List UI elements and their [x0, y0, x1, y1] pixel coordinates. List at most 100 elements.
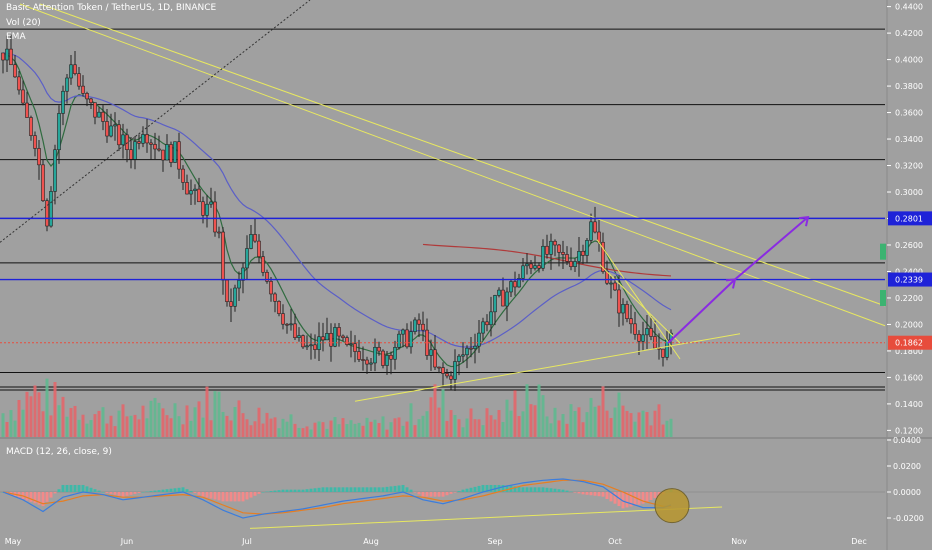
- candle-body[interactable]: [353, 343, 357, 352]
- candle-body[interactable]: [493, 295, 497, 313]
- candle-body[interactable]: [313, 344, 317, 350]
- candle-body[interactable]: [469, 347, 473, 350]
- candle-body[interactable]: [461, 354, 465, 357]
- candle-body[interactable]: [409, 331, 413, 348]
- candle-body[interactable]: [197, 188, 201, 203]
- candle-body[interactable]: [569, 261, 573, 267]
- candle-body[interactable]: [341, 335, 345, 338]
- candle-body[interactable]: [277, 301, 281, 314]
- candle-body[interactable]: [545, 245, 549, 255]
- candle-body[interactable]: [593, 221, 597, 233]
- candle-body[interactable]: [5, 48, 9, 61]
- alert-marker[interactable]: [880, 290, 886, 307]
- candle-body[interactable]: [137, 141, 141, 144]
- candle-body[interactable]: [209, 201, 213, 205]
- candle-body[interactable]: [257, 240, 261, 257]
- candle-body[interactable]: [437, 366, 441, 369]
- candle-body[interactable]: [365, 359, 369, 365]
- candle-body[interactable]: [149, 142, 153, 145]
- candle-body[interactable]: [481, 321, 485, 334]
- candle-body[interactable]: [17, 76, 21, 91]
- candle-body[interactable]: [237, 280, 241, 289]
- candle-body[interactable]: [113, 124, 117, 127]
- candle-body[interactable]: [525, 263, 529, 267]
- candle-body[interactable]: [1, 52, 5, 61]
- candle-body[interactable]: [241, 267, 245, 281]
- candle-body[interactable]: [221, 231, 225, 281]
- candle-body[interactable]: [633, 323, 637, 335]
- candle-body[interactable]: [173, 141, 177, 163]
- candle-body[interactable]: [349, 343, 353, 345]
- candle-body[interactable]: [25, 102, 29, 118]
- candle-body[interactable]: [181, 168, 185, 183]
- candle-body[interactable]: [129, 149, 133, 160]
- candle-body[interactable]: [609, 282, 613, 285]
- candle-body[interactable]: [185, 182, 189, 195]
- macd-indicator-label[interactable]: MACD (12, 26, close, 9): [6, 447, 112, 457]
- candle-body[interactable]: [529, 263, 533, 269]
- candle-body[interactable]: [297, 335, 301, 338]
- candle-body[interactable]: [417, 319, 421, 325]
- candle-body[interactable]: [445, 373, 449, 377]
- candle-body[interactable]: [125, 134, 129, 150]
- candle-body[interactable]: [393, 347, 397, 360]
- candle-body[interactable]: [105, 121, 109, 137]
- candle-body[interactable]: [177, 141, 181, 170]
- candle-body[interactable]: [205, 203, 209, 216]
- candle-body[interactable]: [229, 301, 233, 307]
- candle-body[interactable]: [81, 85, 85, 94]
- candle-body[interactable]: [453, 361, 457, 380]
- candle-body[interactable]: [13, 64, 17, 78]
- candle-body[interactable]: [421, 323, 425, 331]
- candle-body[interactable]: [585, 240, 589, 256]
- candle-body[interactable]: [381, 350, 385, 366]
- candle-body[interactable]: [273, 293, 277, 302]
- candle-body[interactable]: [117, 124, 121, 146]
- candle-body[interactable]: [309, 344, 313, 347]
- candle-body[interactable]: [377, 346, 381, 352]
- candle-body[interactable]: [89, 98, 93, 103]
- candle-body[interactable]: [477, 332, 481, 347]
- candle-body[interactable]: [553, 240, 557, 246]
- candle-body[interactable]: [369, 362, 373, 365]
- candle-body[interactable]: [153, 144, 157, 150]
- candle-body[interactable]: [573, 261, 577, 267]
- candle-body[interactable]: [397, 333, 401, 348]
- candle-body[interactable]: [73, 64, 77, 74]
- candle-body[interactable]: [333, 327, 337, 347]
- volume-indicator-label[interactable]: Vol (20): [6, 18, 41, 28]
- candle-body[interactable]: [69, 64, 73, 79]
- candle-body[interactable]: [401, 329, 405, 335]
- candle-body[interactable]: [97, 111, 101, 118]
- candle-body[interactable]: [253, 234, 257, 242]
- candle-body[interactable]: [245, 248, 249, 269]
- candle-body[interactable]: [557, 244, 561, 253]
- candle-body[interactable]: [305, 345, 309, 348]
- candle-body[interactable]: [629, 318, 633, 325]
- candle-body[interactable]: [85, 93, 89, 100]
- candle-body[interactable]: [385, 354, 389, 366]
- candle-body[interactable]: [233, 287, 237, 307]
- candle-body[interactable]: [249, 234, 253, 249]
- candle-body[interactable]: [285, 323, 289, 326]
- candle-body[interactable]: [65, 77, 69, 92]
- candle-body[interactable]: [29, 117, 33, 136]
- candle-body[interactable]: [373, 346, 377, 364]
- candle-body[interactable]: [157, 148, 161, 151]
- candle-body[interactable]: [641, 334, 645, 342]
- candle-body[interactable]: [281, 313, 285, 325]
- candle-body[interactable]: [217, 231, 221, 234]
- candle-body[interactable]: [53, 149, 57, 192]
- candle-body[interactable]: [581, 251, 585, 256]
- candle-body[interactable]: [513, 281, 517, 288]
- candle-body[interactable]: [521, 265, 525, 279]
- candle-body[interactable]: [45, 200, 49, 227]
- candle-body[interactable]: [473, 345, 477, 350]
- candle-body[interactable]: [617, 289, 621, 314]
- candle-body[interactable]: [637, 333, 641, 342]
- candle-body[interactable]: [41, 164, 45, 202]
- candle-body[interactable]: [549, 240, 553, 255]
- candle-body[interactable]: [145, 134, 149, 144]
- candle-body[interactable]: [77, 73, 81, 87]
- candle-body[interactable]: [465, 347, 469, 356]
